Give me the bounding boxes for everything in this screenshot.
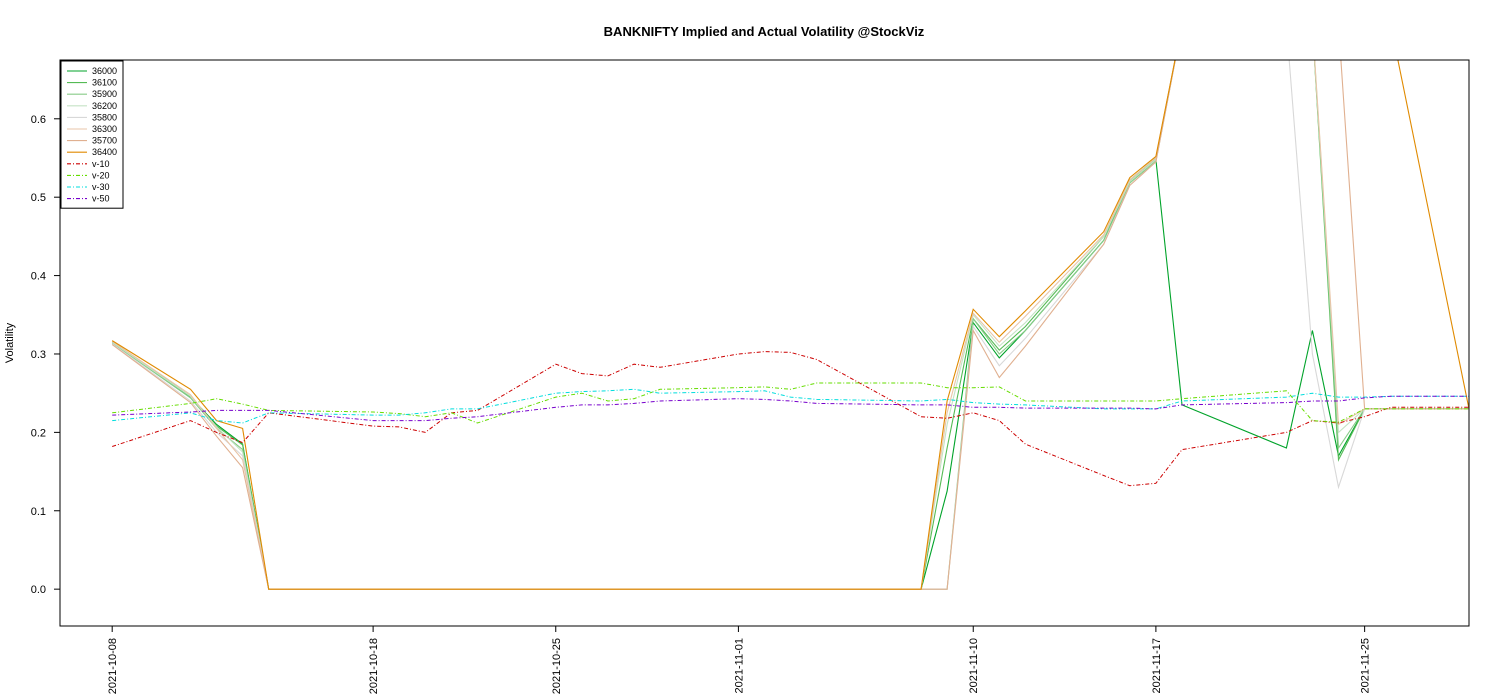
series-line-36400 — [111, 60, 1469, 590]
series-line-36300 — [111, 60, 1469, 590]
x-tick-label: 2021-10-08 — [107, 638, 119, 694]
legend-label-36100: 36100 — [92, 78, 117, 88]
legend-label-36400: 36400 — [92, 147, 117, 157]
axes: 0.0 0.1 0.2 0.3 0.4 0.5 0.6 2021-10-08 2021-10-1… — [31, 59, 1470, 694]
y-tick-label: 0.4 — [31, 271, 46, 283]
legend-label-v-20: v-20 — [92, 170, 110, 180]
series-line-v-20 — [112, 382, 1469, 424]
y-axis-label: Volatility — [4, 322, 16, 363]
plot-frame — [59, 59, 1470, 627]
series-line-v-30 — [112, 388, 1469, 424]
series-line-36100 — [111, 60, 1469, 590]
legend-box — [60, 60, 124, 209]
x-tick-label: 2021-11-10 — [968, 638, 980, 693]
legend-label-35800: 35800 — [92, 112, 117, 122]
legend-label-35900: 35900 — [92, 89, 117, 99]
legend-label-36300: 36300 — [92, 124, 117, 134]
series-line-36200 — [111, 60, 1469, 590]
series-line-35900 — [111, 60, 1469, 590]
y-tick-label: 0.2 — [31, 427, 46, 439]
y-tick-label: 0.6 — [31, 114, 46, 126]
legend-label-v-30: v-30 — [92, 182, 110, 192]
legend-label-36200: 36200 — [92, 101, 117, 111]
y-tick-label: 0.0 — [31, 584, 46, 596]
series-line-v-10 — [112, 351, 1469, 487]
x-tick-label: 2021-11-17 — [1151, 638, 1163, 693]
legend-label-v-50: v-50 — [92, 194, 110, 204]
x-tick-label: 2021-11-01 — [733, 638, 745, 693]
x-tick-label: 2021-10-18 — [368, 638, 380, 694]
legend-label-36000: 36000 — [92, 66, 117, 76]
x-tick-label: 2021-11-25 — [1360, 638, 1372, 693]
series-line-36000 — [111, 158, 1469, 590]
legend-label-35700: 35700 — [92, 136, 117, 146]
plot-area — [111, 60, 1469, 590]
y-tick-label: 0.5 — [31, 192, 46, 204]
series-line-v-50 — [112, 395, 1469, 422]
y-tick-label: 0.3 — [31, 349, 46, 361]
chart-title: BANKNIFTY Implied and Actual Volatility … — [604, 24, 925, 39]
series-line-35800 — [111, 60, 1469, 590]
series-line-35700 — [111, 60, 1469, 590]
y-tick-label: 0.1 — [31, 506, 46, 518]
legend-label-v-10: v-10 — [92, 159, 110, 169]
x-tick-label: 2021-10-25 — [551, 638, 563, 694]
